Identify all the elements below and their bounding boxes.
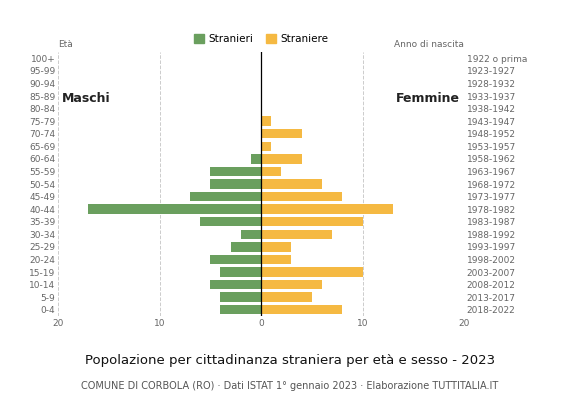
- Bar: [261, 192, 342, 201]
- Text: COMUNE DI CORBOLA (RO) · Dati ISTAT 1° gennaio 2023 · Elaborazione TUTTITALIA.IT: COMUNE DI CORBOLA (RO) · Dati ISTAT 1° g…: [81, 381, 499, 391]
- Bar: [261, 179, 322, 189]
- Bar: [261, 116, 271, 126]
- Bar: [261, 154, 302, 164]
- Bar: [251, 154, 261, 164]
- Legend: Stranieri, Straniere: Stranieri, Straniere: [191, 31, 331, 47]
- Text: Popolazione per cittadinanza straniera per età e sesso - 2023: Popolazione per cittadinanza straniera p…: [85, 354, 495, 367]
- Bar: [210, 280, 261, 289]
- Bar: [231, 242, 261, 252]
- Bar: [88, 204, 261, 214]
- Bar: [261, 142, 271, 151]
- Bar: [261, 267, 362, 277]
- Bar: [261, 129, 302, 138]
- Text: Femmine: Femmine: [396, 92, 460, 105]
- Bar: [261, 230, 332, 239]
- Bar: [210, 179, 261, 189]
- Bar: [261, 167, 281, 176]
- Bar: [190, 192, 261, 201]
- Bar: [210, 167, 261, 176]
- Bar: [241, 230, 261, 239]
- Bar: [261, 255, 291, 264]
- Bar: [220, 292, 261, 302]
- Bar: [261, 217, 362, 226]
- Bar: [200, 217, 261, 226]
- Bar: [261, 204, 393, 214]
- Bar: [261, 292, 312, 302]
- Bar: [210, 255, 261, 264]
- Text: Anno di nascita: Anno di nascita: [394, 40, 464, 49]
- Bar: [261, 305, 342, 314]
- Bar: [261, 280, 322, 289]
- Bar: [261, 242, 291, 252]
- Bar: [220, 305, 261, 314]
- Text: Maschi: Maschi: [62, 92, 111, 105]
- Bar: [220, 267, 261, 277]
- Text: Età: Età: [58, 40, 72, 49]
